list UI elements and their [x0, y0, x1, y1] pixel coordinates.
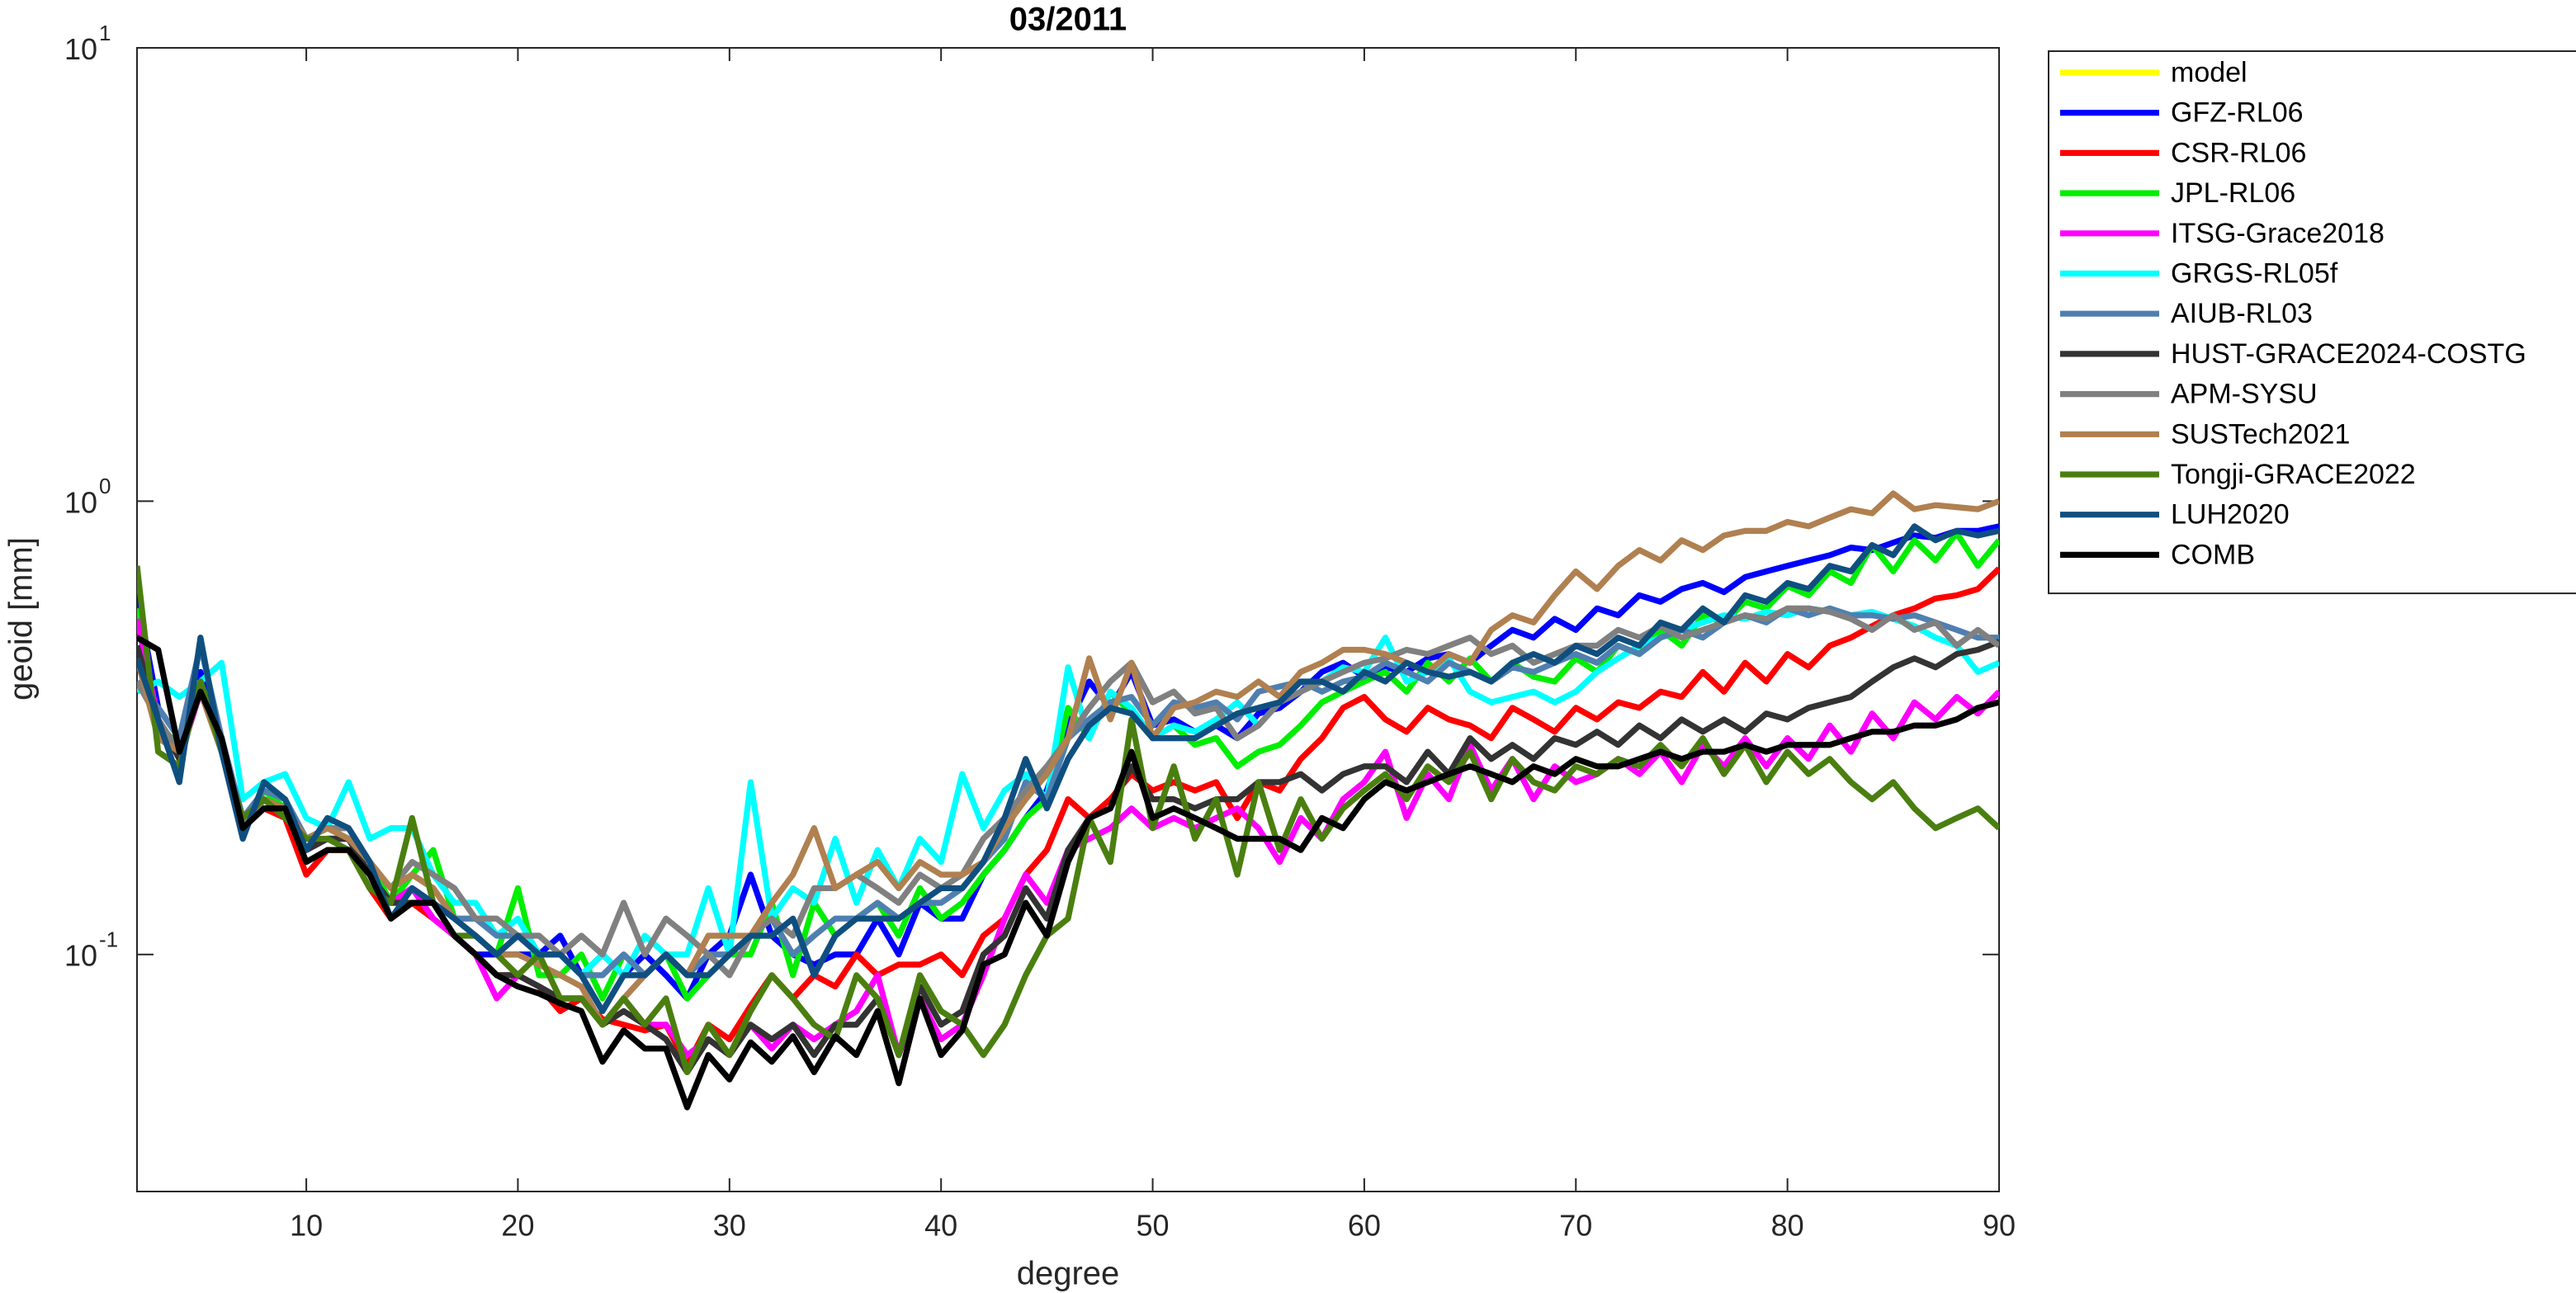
y-tick-exponent: 1	[99, 21, 111, 45]
legend-label: GFZ-RL06	[2171, 97, 2304, 129]
y-tick-label: 10	[64, 32, 97, 66]
x-tick-label: 90	[1983, 1209, 2016, 1243]
y-tick-base: 10	[64, 485, 97, 519]
chart-title: 03/2011	[1009, 2, 1127, 38]
x-tick-label: 10	[290, 1209, 323, 1243]
y-tick-label: 10	[64, 485, 97, 519]
legend-label: CSR-RL06	[2171, 137, 2306, 168]
legend-label: HUST-GRACE2024-COSTG	[2171, 338, 2526, 370]
series-line	[137, 605, 1999, 979]
series-line	[137, 490, 1999, 1028]
legend-box	[2048, 50, 2576, 595]
legend-label: LUH2020	[2171, 499, 2290, 531]
y-tick-base: 10	[64, 938, 97, 972]
legend-label: ITSG-Grace2018	[2171, 218, 2385, 249]
legend-label: GRGS-RL05f	[2171, 257, 2338, 289]
y-tick-exponent: -1	[99, 927, 118, 952]
y-tick-base: 10	[64, 32, 97, 66]
x-tick-label: 80	[1771, 1209, 1804, 1243]
x-tick-label: 20	[501, 1209, 534, 1243]
legend-label: COMB	[2171, 539, 2255, 570]
legend-label: SUSTech2021	[2171, 418, 2350, 450]
y-tick-exponent: 0	[99, 474, 111, 498]
legend-label: AIUB-RL03	[2171, 298, 2313, 329]
legend-label: JPL-RL06	[2171, 177, 2295, 209]
legend-label: Tongji-GRACE2022	[2171, 459, 2416, 490]
legend-label: APM-SYSU	[2171, 379, 2318, 410]
legend-label: model	[2171, 57, 2248, 88]
y-axis-label: geoid [mm]	[3, 537, 40, 701]
x-tick-label: 50	[1137, 1209, 1170, 1243]
series-line	[137, 635, 1999, 1111]
x-tick-label: 40	[924, 1209, 957, 1243]
series-line	[137, 523, 1999, 1014]
y-tick-label: 10	[64, 938, 97, 972]
x-tick-label: 60	[1348, 1209, 1381, 1243]
x-tick-label: 30	[713, 1209, 746, 1243]
x-axis-label: degree	[1017, 1256, 1120, 1292]
x-tick-label: 70	[1559, 1209, 1592, 1243]
legend: model GFZ-RL06 CSR-RL06 JPL-RL06 ITSG-Grace2…	[2048, 50, 2576, 595]
